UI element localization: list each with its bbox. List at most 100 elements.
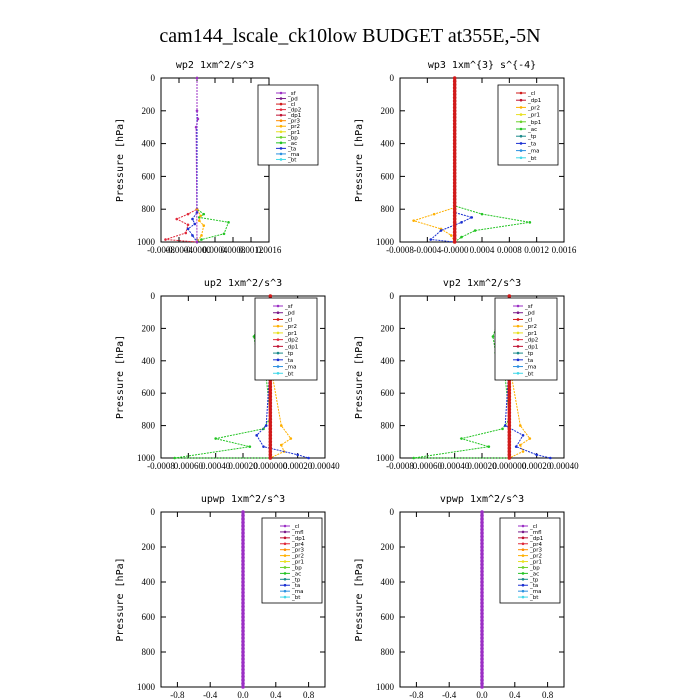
- legend-label: _pr1: [524, 331, 537, 337]
- series-point: [452, 82, 457, 87]
- legend-marker: [519, 98, 523, 102]
- legend-marker: [276, 358, 280, 362]
- series-point: [507, 381, 512, 386]
- series-point: [241, 534, 245, 539]
- legend-label: _pr4: [291, 542, 305, 548]
- x-tick-label: -0.4: [203, 690, 218, 700]
- legend-label: _pr2: [527, 105, 540, 111]
- series-point: [241, 590, 245, 595]
- series-point: [268, 449, 273, 454]
- legend-marker: [519, 134, 523, 138]
- x-tick-label: 0.0012: [239, 245, 264, 255]
- series-point: [452, 187, 457, 192]
- legend-marker: [283, 595, 287, 599]
- y-axis-label: Pressure [hPa]: [115, 335, 126, 419]
- series-point: [480, 212, 484, 216]
- x-tick-label: -0.0008: [386, 461, 414, 471]
- series-point: [507, 433, 512, 438]
- series-point: [507, 420, 512, 425]
- legend-marker: [276, 331, 280, 335]
- x-tick-label: 0.00040: [440, 461, 470, 471]
- series-point: [452, 204, 457, 208]
- series-point: [452, 99, 457, 103]
- series-point: [268, 423, 273, 428]
- chart-panel-6: vpwp 1xm^2/s^3 0 200 400 600 800 1000 -0.8 -0.4 0…: [354, 494, 565, 700]
- series-point: [439, 229, 443, 232]
- series-point: [507, 452, 512, 457]
- series-point: [452, 171, 457, 175]
- series-point: [241, 552, 245, 556]
- legend-label: _pr1: [527, 113, 540, 119]
- series-point: [268, 443, 273, 447]
- series-point: [195, 76, 199, 80]
- y-tick-label: 1000: [137, 237, 156, 247]
- legend-label: _pr4: [529, 542, 543, 548]
- series-line: [165, 78, 198, 243]
- series-point: [241, 538, 245, 542]
- y-tick-label: 800: [142, 421, 156, 431]
- legend-marker: [279, 147, 283, 150]
- series-point: [535, 453, 538, 457]
- series-point: [241, 657, 245, 661]
- legend-label: _sf: [524, 304, 534, 310]
- series-point: [480, 594, 484, 598]
- series-point: [452, 197, 457, 202]
- legend-marker: [516, 324, 520, 328]
- series-point: [241, 597, 245, 602]
- y-tick-label: 800: [381, 204, 395, 214]
- series-point: [452, 240, 457, 244]
- series-point: [241, 583, 245, 588]
- y-tick-label: 400: [142, 356, 156, 366]
- series-point: [452, 223, 457, 228]
- y-tick-label: 0: [390, 507, 395, 517]
- series-point: [289, 437, 293, 440]
- series-line: [269, 305, 292, 459]
- series-point: [412, 456, 415, 460]
- series-point: [480, 552, 484, 556]
- series-point: [480, 531, 484, 535]
- y-tick-label: 200: [381, 323, 395, 333]
- series-point: [452, 207, 457, 211]
- legend-label: _pd: [524, 311, 535, 317]
- series-point: [452, 122, 457, 126]
- legend-label: _tp: [284, 351, 294, 357]
- x-tick-label: -0.8: [409, 690, 424, 700]
- series-point: [480, 601, 484, 605]
- series-point: [173, 456, 176, 460]
- series-point: [480, 625, 484, 630]
- series-point: [452, 135, 457, 139]
- series-point: [528, 437, 532, 440]
- legend-marker: [521, 589, 525, 593]
- y-axis-label: Pressure [hPa]: [354, 557, 365, 641]
- series-point: [507, 449, 512, 454]
- series-point: [241, 520, 245, 525]
- legend-label: _pr2: [524, 324, 537, 330]
- series-point: [241, 604, 245, 609]
- series-point: [202, 224, 206, 227]
- legend-label: _sf: [287, 91, 297, 97]
- legend-label: _bt: [284, 371, 294, 377]
- series-point: [241, 650, 245, 654]
- legend-label: _dp1: [284, 344, 298, 350]
- legend-label: _pr2: [529, 554, 542, 560]
- legend-label: _mfl: [291, 530, 304, 536]
- y-tick-label: 200: [381, 106, 395, 116]
- legend-marker: [521, 536, 525, 540]
- series-point: [480, 671, 484, 675]
- series-point: [480, 681, 484, 686]
- legend-marker: [279, 152, 283, 156]
- y-tick-label: 400: [142, 577, 156, 587]
- series-point: [268, 417, 273, 421]
- legend-label: _bp1: [527, 120, 541, 126]
- legend-marker: [279, 141, 283, 145]
- x-tick-label: 0.00040: [549, 461, 579, 471]
- series-point: [227, 221, 230, 224]
- legend-marker: [521, 560, 525, 563]
- series-point: [268, 404, 273, 408]
- legend-box: [499, 517, 561, 604]
- series-point: [195, 109, 199, 113]
- chart-panel-3: up2 1xm^2/s^302004006008001000-0.00080.0…: [115, 278, 340, 471]
- series-point: [480, 636, 484, 640]
- series-point: [507, 410, 512, 415]
- legend-marker: [279, 119, 283, 122]
